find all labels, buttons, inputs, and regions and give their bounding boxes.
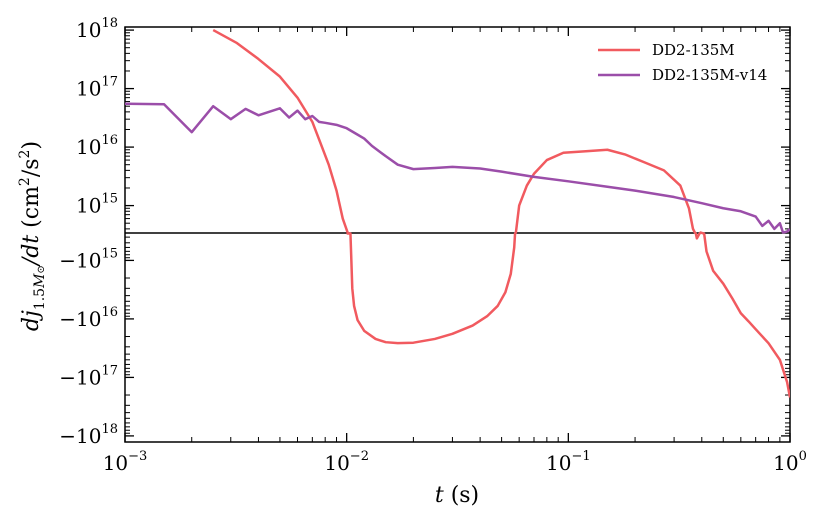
plot-area-frame <box>124 26 791 443</box>
y-tick-label: 1018 <box>76 16 118 42</box>
series-layer <box>125 28 790 398</box>
y-tick-label: −1018 <box>59 422 118 448</box>
y-tick-label: −1016 <box>59 305 118 331</box>
legend-label-dd2-135m-v14: DD2-135M-v14 <box>652 66 767 84</box>
x-tick-label: 10−1 <box>546 449 591 475</box>
x-tick-label: 10−2 <box>324 449 369 475</box>
y-tick-label: −1017 <box>59 363 118 389</box>
x-axis-label: t (s) <box>435 483 479 508</box>
y-tick-label: 1016 <box>76 133 118 159</box>
y-tick-label: −1015 <box>59 246 118 272</box>
tick-labels-layer: 10−3 10−2 10−1 100 1018 1017 1016 1015 −1015 −101… <box>59 16 807 475</box>
legend-label-dd2-135m: DD2-135M <box>652 41 735 59</box>
series-line-dd2-135m-v14 <box>125 102 790 234</box>
series-line-dd2-135m <box>212 28 790 398</box>
y-tick-label: 1017 <box>76 75 118 101</box>
legend: DD2-135M DD2-135M-v14 <box>598 41 767 84</box>
y-axis-label: dj1.5M⊙/dt (cm2/s2) <box>17 141 48 331</box>
x-tick-label: 100 <box>773 449 807 475</box>
ticks-layer <box>124 27 791 442</box>
x-tick-label: 10−3 <box>103 449 148 475</box>
y-tick-label: 1015 <box>76 192 118 218</box>
